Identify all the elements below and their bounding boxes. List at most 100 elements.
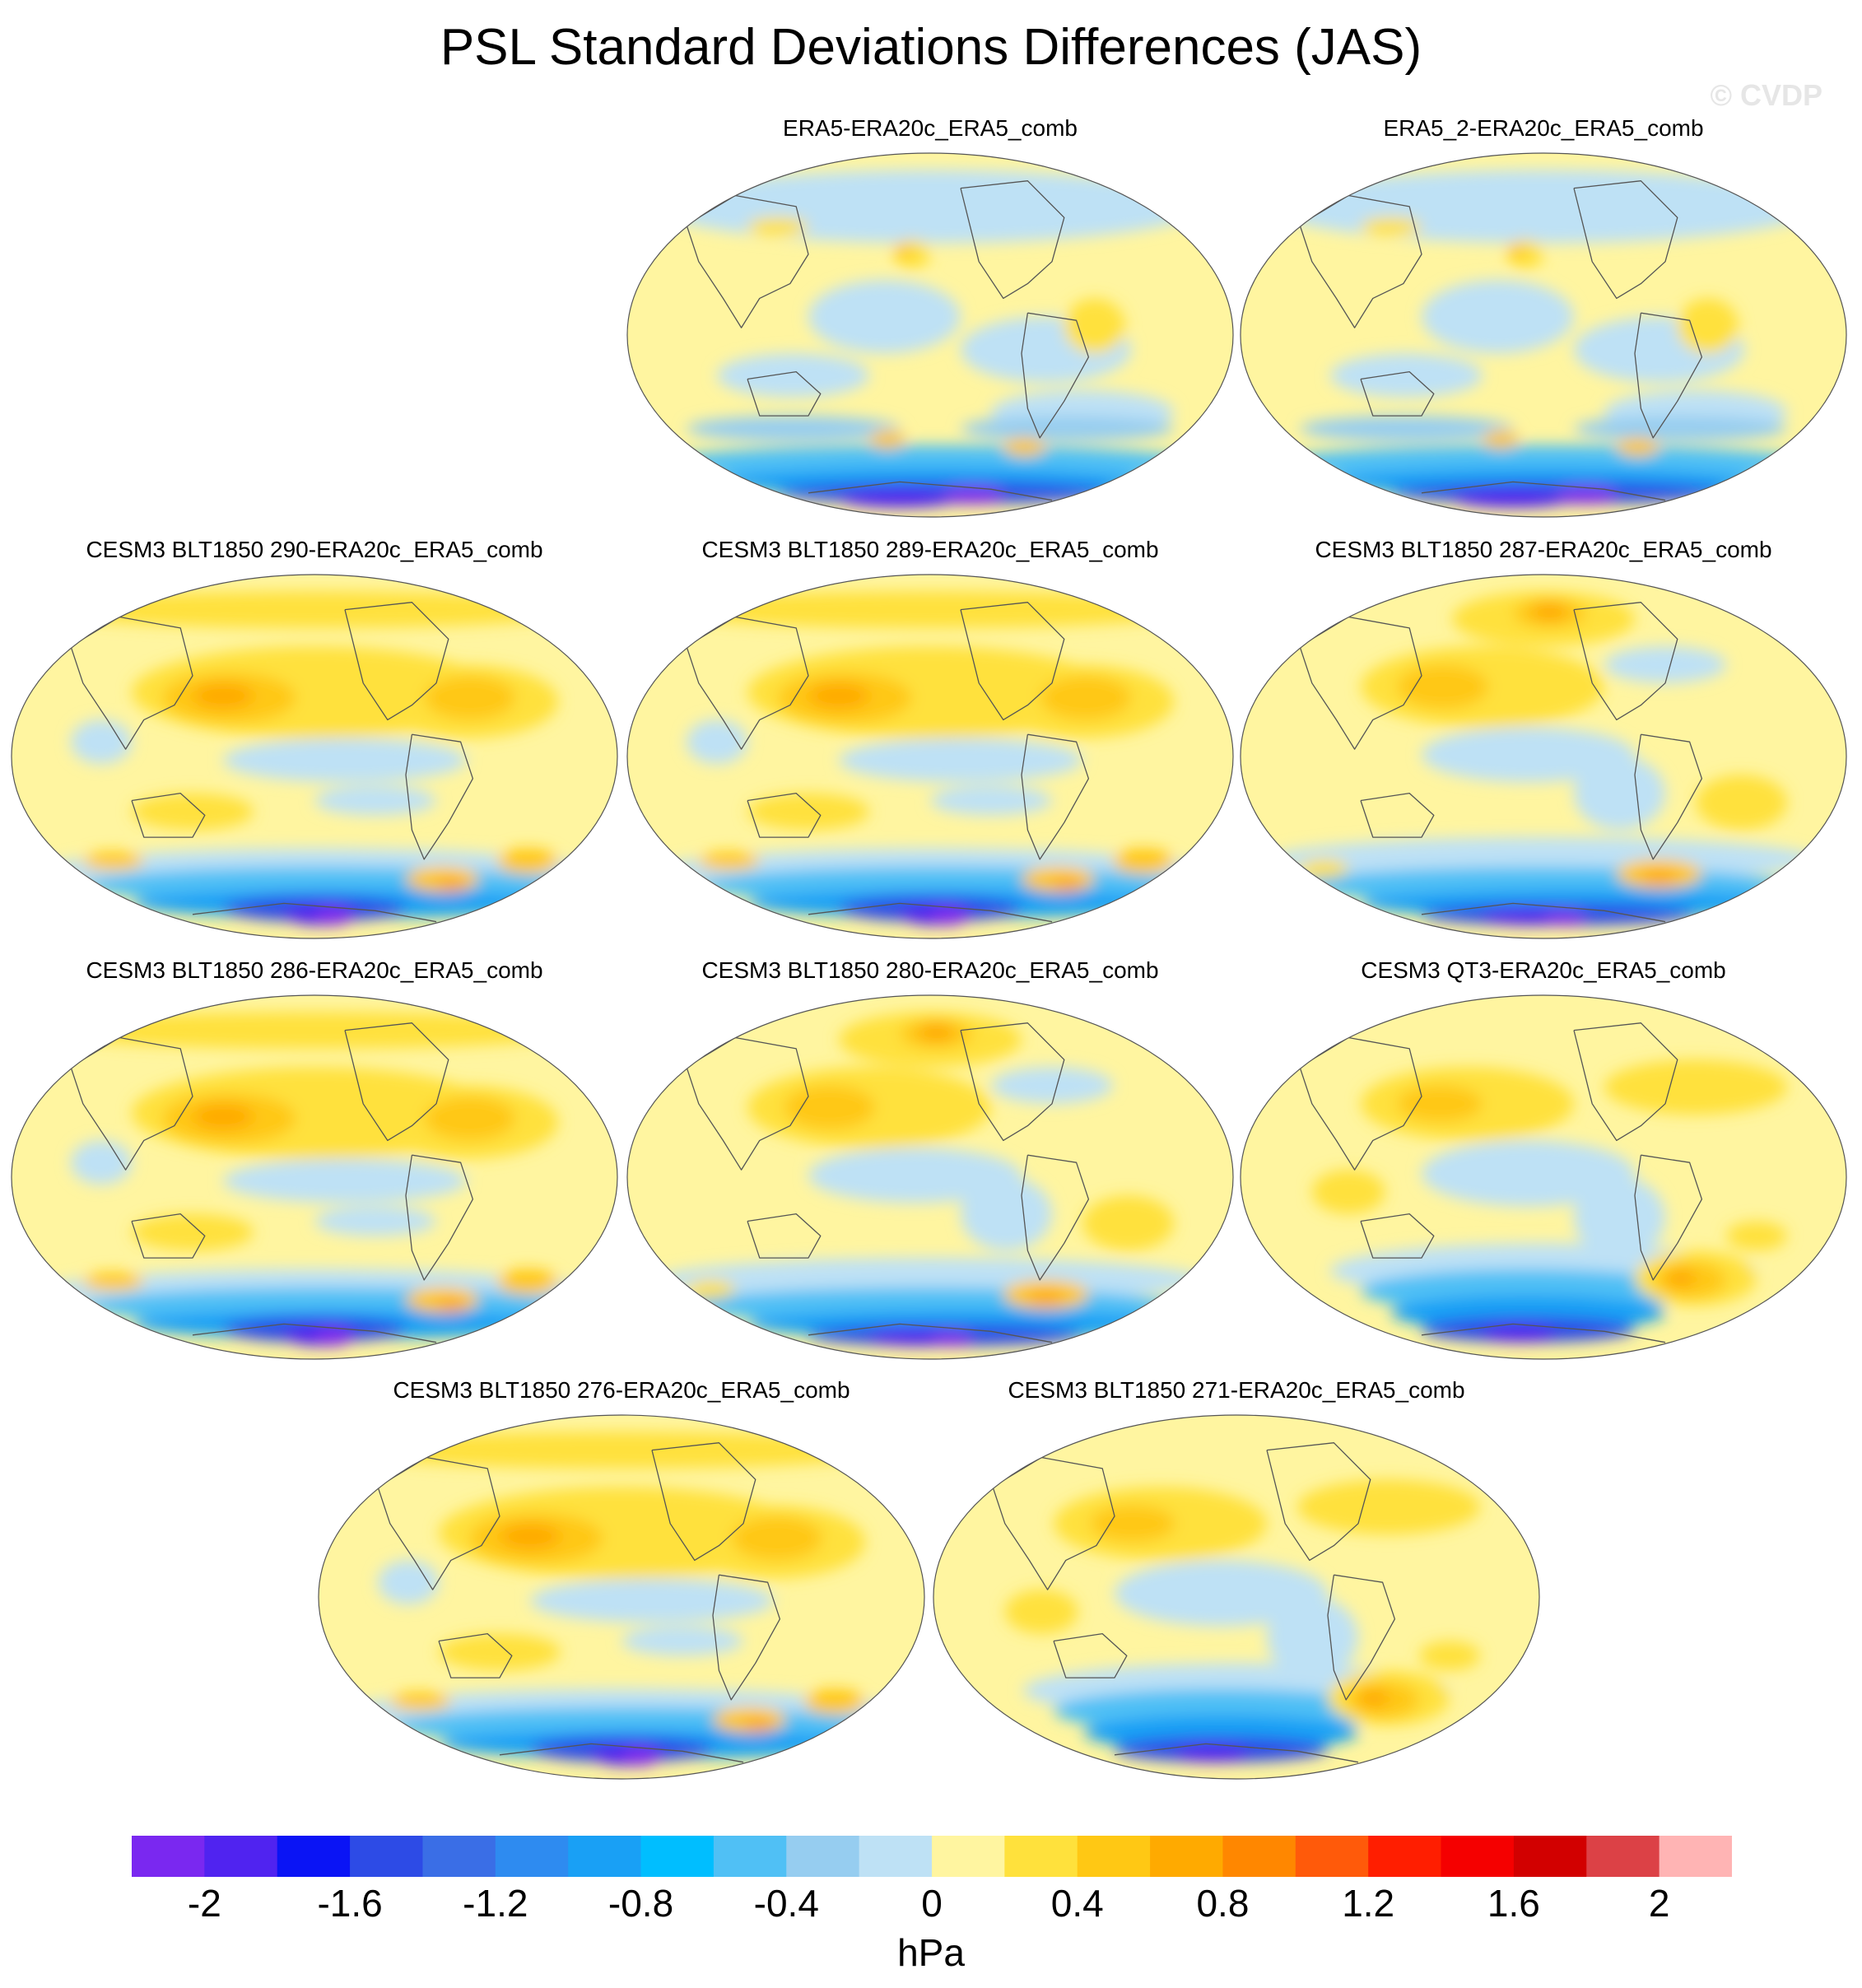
anomaly-region — [1419, 1641, 1480, 1671]
colorbar-swatch — [1441, 1836, 1515, 1877]
anomaly-region — [930, 1331, 973, 1347]
coastline — [1053, 1632, 1128, 1678]
map-field — [12, 995, 617, 1359]
map-figure — [11, 574, 618, 939]
anomaly-region — [1677, 298, 1739, 354]
colorbar-tick-label: 0.4 — [1050, 1882, 1104, 1925]
anomaly-region — [804, 1688, 865, 1715]
anomaly-region — [1483, 1324, 1556, 1343]
anomaly-region — [687, 1279, 736, 1299]
map-panel: ERA5-ERA20c_ERA5_comb — [626, 115, 1235, 519]
anomaly-region — [378, 1560, 439, 1604]
map-panel: CESM3 BLT1850 287-ERA20c_ERA5_comb — [1239, 537, 1848, 940]
colorbar-tick-label: 1.2 — [1342, 1882, 1395, 1925]
anomaly-region — [1330, 353, 1483, 398]
colorbar-swatch — [350, 1836, 423, 1877]
anomaly-region — [1616, 437, 1660, 457]
coastline — [992, 1456, 1115, 1590]
anomaly-region — [961, 1177, 1052, 1251]
field-anomalies — [40, 1012, 589, 1347]
map-panel: CESM3 BLT1850 271-ERA20c_ERA5_comb — [932, 1377, 1541, 1781]
coastlines — [70, 1022, 474, 1343]
anomaly-region — [436, 1298, 467, 1313]
coastline — [438, 1632, 513, 1678]
map-field — [627, 995, 1233, 1359]
anomaly-region — [698, 851, 760, 871]
anomaly-region — [1555, 485, 1617, 505]
colorbar-swatch — [422, 1836, 496, 1877]
anomaly-region — [1422, 727, 1635, 783]
anomaly-region — [1665, 1269, 1696, 1287]
coastline — [686, 616, 809, 750]
anomaly-region — [1641, 870, 1678, 886]
coastline — [344, 602, 449, 721]
anomaly-region — [1082, 1195, 1174, 1251]
colorbar-tick-label: 0.8 — [1196, 1882, 1250, 1925]
anomaly-region — [1452, 489, 1574, 508]
anomaly-region — [747, 217, 808, 236]
coastline — [1634, 1154, 1703, 1281]
anomaly-region — [347, 1432, 896, 1469]
anomaly-region — [808, 682, 869, 709]
coastlines — [686, 602, 1090, 923]
map-border — [626, 574, 1234, 939]
anomaly-region — [530, 1578, 774, 1623]
coastline — [1573, 1022, 1678, 1142]
colorbar-swatch — [786, 1836, 860, 1877]
coastlines — [992, 1442, 1396, 1763]
panel-title: ERA5_2-ERA20c_ERA5_comb — [1383, 115, 1704, 141]
field-anomalies — [1269, 170, 1818, 508]
anomaly-region — [1397, 1085, 1483, 1123]
coastline — [747, 792, 822, 838]
panel-title: CESM3 BLT1850 271-ERA20c_ERA5_comb — [1008, 1377, 1465, 1403]
map-field — [627, 575, 1233, 938]
coastline — [712, 1574, 781, 1701]
panel-title: CESM3 BLT1850 290-ERA20c_ERA5_comb — [86, 537, 543, 562]
map-field — [1241, 995, 1846, 1359]
anomaly-region — [621, 1747, 659, 1767]
colorbar-tick-label: -0.8 — [607, 1882, 674, 1925]
field-anomalies — [656, 1012, 1204, 1347]
anomaly-region — [1604, 646, 1726, 683]
anomaly-region — [1422, 1140, 1635, 1207]
coastline — [1021, 733, 1090, 860]
colorbar-swatch — [932, 1836, 1005, 1877]
coastline — [1634, 733, 1703, 860]
anomaly-region — [1090, 1505, 1175, 1543]
colorbar — [132, 1836, 1732, 1877]
map-border — [1240, 574, 1847, 939]
colorbar-tick-label: -1.2 — [463, 1882, 528, 1925]
anomaly-region — [1604, 1059, 1787, 1115]
anomaly-region — [717, 353, 869, 398]
anomaly-region — [1003, 437, 1046, 457]
coastline — [1299, 194, 1422, 328]
coastlines — [1299, 180, 1703, 501]
anomaly-region — [1361, 217, 1422, 236]
map-panel: CESM3 BLT1850 289-ERA20c_ERA5_comb — [626, 537, 1235, 940]
coastline — [686, 194, 809, 328]
anomaly-region — [1574, 416, 1787, 442]
coastline — [808, 481, 1053, 501]
coastline — [1266, 1442, 1371, 1562]
anomaly-region — [82, 1272, 144, 1292]
colorbar-swatch — [277, 1836, 351, 1877]
map-figure — [1240, 574, 1847, 939]
coastline — [808, 1323, 1053, 1343]
coastlines — [1299, 602, 1703, 923]
colorbar-swatch — [1222, 1836, 1296, 1877]
map-figure — [1240, 994, 1847, 1360]
anomaly-region — [930, 785, 1052, 816]
colorbar-swatch — [713, 1836, 787, 1877]
colorbar-tick-label: -1.6 — [317, 1882, 383, 1925]
coastlines — [686, 1022, 1090, 1343]
coastline — [405, 733, 474, 860]
coastline — [344, 1022, 449, 1142]
anomaly-region — [314, 906, 351, 926]
map-border — [933, 1414, 1540, 1780]
coastline — [1360, 1213, 1435, 1259]
anomaly-region — [839, 738, 1082, 783]
anomaly-region — [71, 1140, 132, 1185]
map-border — [11, 574, 618, 939]
panel-title: ERA5-ERA20c_ERA5_comb — [783, 115, 1078, 141]
anomaly-region — [424, 675, 516, 720]
